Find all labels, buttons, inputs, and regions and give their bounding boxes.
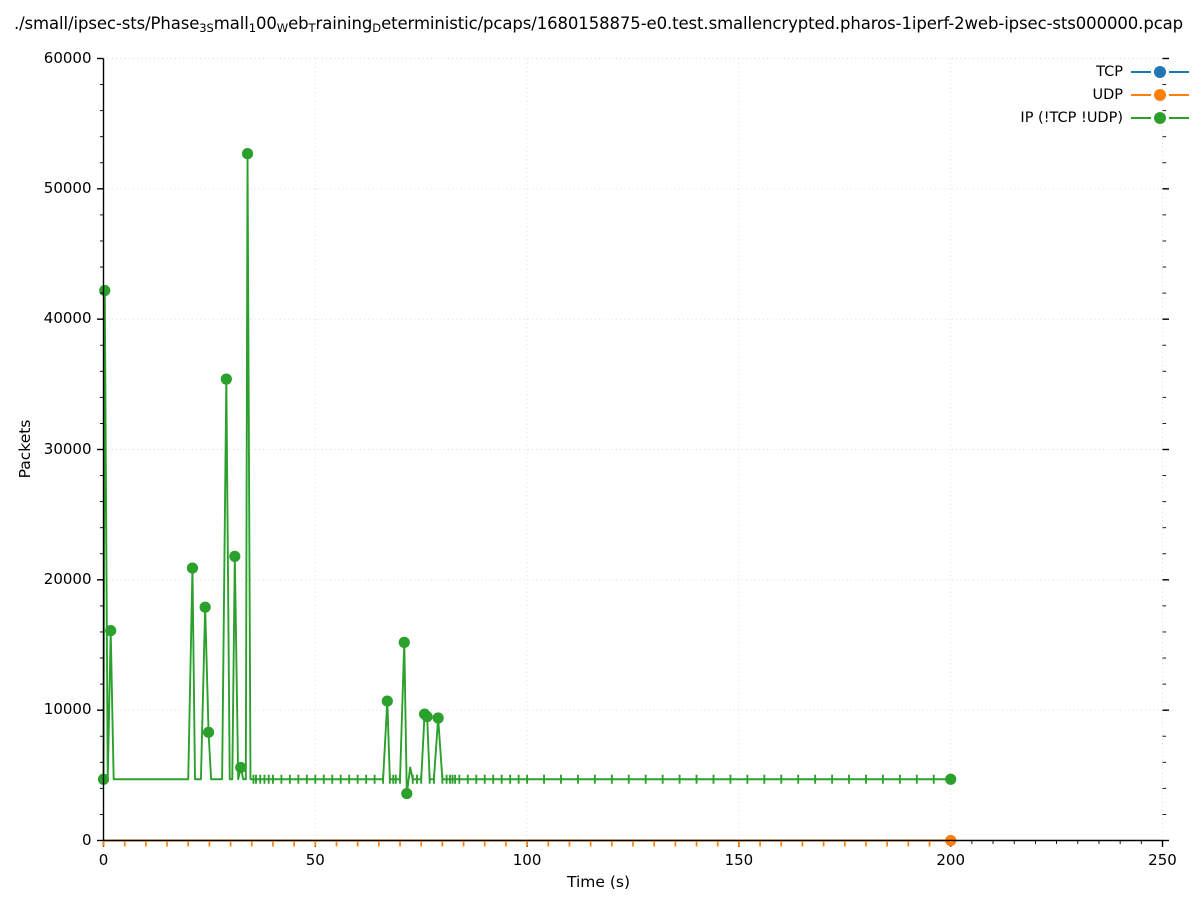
- y-tick-label: 30000: [43, 439, 92, 458]
- page-title: ./small/ipsec-sts/Phase3Small100WebTrain…: [13, 14, 1184, 36]
- legend-entry: UDP: [1092, 85, 1189, 104]
- data-point-marker: [421, 711, 433, 723]
- x-tick-label: 0: [98, 850, 109, 869]
- data-point-marker: [229, 550, 241, 562]
- x-tick-label: 250: [1148, 850, 1177, 869]
- y-tick-label: 10000: [43, 700, 92, 719]
- y-tick-label: 50000: [43, 178, 92, 197]
- legend-label: TCP: [1096, 63, 1123, 80]
- data-point-marker: [241, 148, 254, 160]
- series-ip-tcp-udp-: [97, 148, 957, 800]
- y-tick-label: 40000: [43, 309, 92, 328]
- legend-swatch: [1131, 111, 1189, 125]
- data-point-marker: [235, 761, 247, 774]
- data-point-marker: [186, 562, 199, 574]
- udp-baseline-markers: [102, 841, 952, 847]
- x-tick-label: 50: [305, 850, 325, 869]
- y-tick-label: 20000: [43, 569, 92, 588]
- x-tick-label: 100: [512, 850, 542, 869]
- data-point-marker: [199, 601, 211, 613]
- y-tick-label: 0: [81, 830, 92, 849]
- y-tick-label: 60000: [43, 48, 92, 67]
- baseline-markers: [252, 774, 952, 784]
- data-point-marker: [202, 726, 215, 738]
- data-point-marker: [99, 284, 111, 297]
- legend-swatch: [1131, 88, 1189, 102]
- data-point-marker: [105, 625, 117, 637]
- legend-marker-dot: [1154, 65, 1166, 78]
- legend-label: UDP: [1092, 86, 1123, 103]
- data-point-marker: [398, 636, 410, 648]
- data-point-marker: [220, 373, 232, 385]
- legend-marker-dot: [1154, 111, 1166, 124]
- data-point-marker: [381, 695, 393, 707]
- legend-entry: IP (!TCP !UDP): [1020, 108, 1189, 127]
- x-tick-label: 150: [724, 850, 754, 869]
- data-point-marker: [401, 787, 413, 800]
- data-point-marker: [432, 712, 444, 724]
- legend-marker-dot: [1154, 88, 1166, 101]
- legend-entry: TCP: [1096, 62, 1189, 81]
- legend-swatch: [1131, 65, 1189, 79]
- legend-label: IP (!TCP !UDP): [1020, 109, 1123, 126]
- x-axis-label: Time (s): [566, 873, 631, 891]
- chart-legend: TCP UDP IP (!TCP !UDP): [1020, 62, 1189, 127]
- x-tick-label: 200: [936, 850, 965, 869]
